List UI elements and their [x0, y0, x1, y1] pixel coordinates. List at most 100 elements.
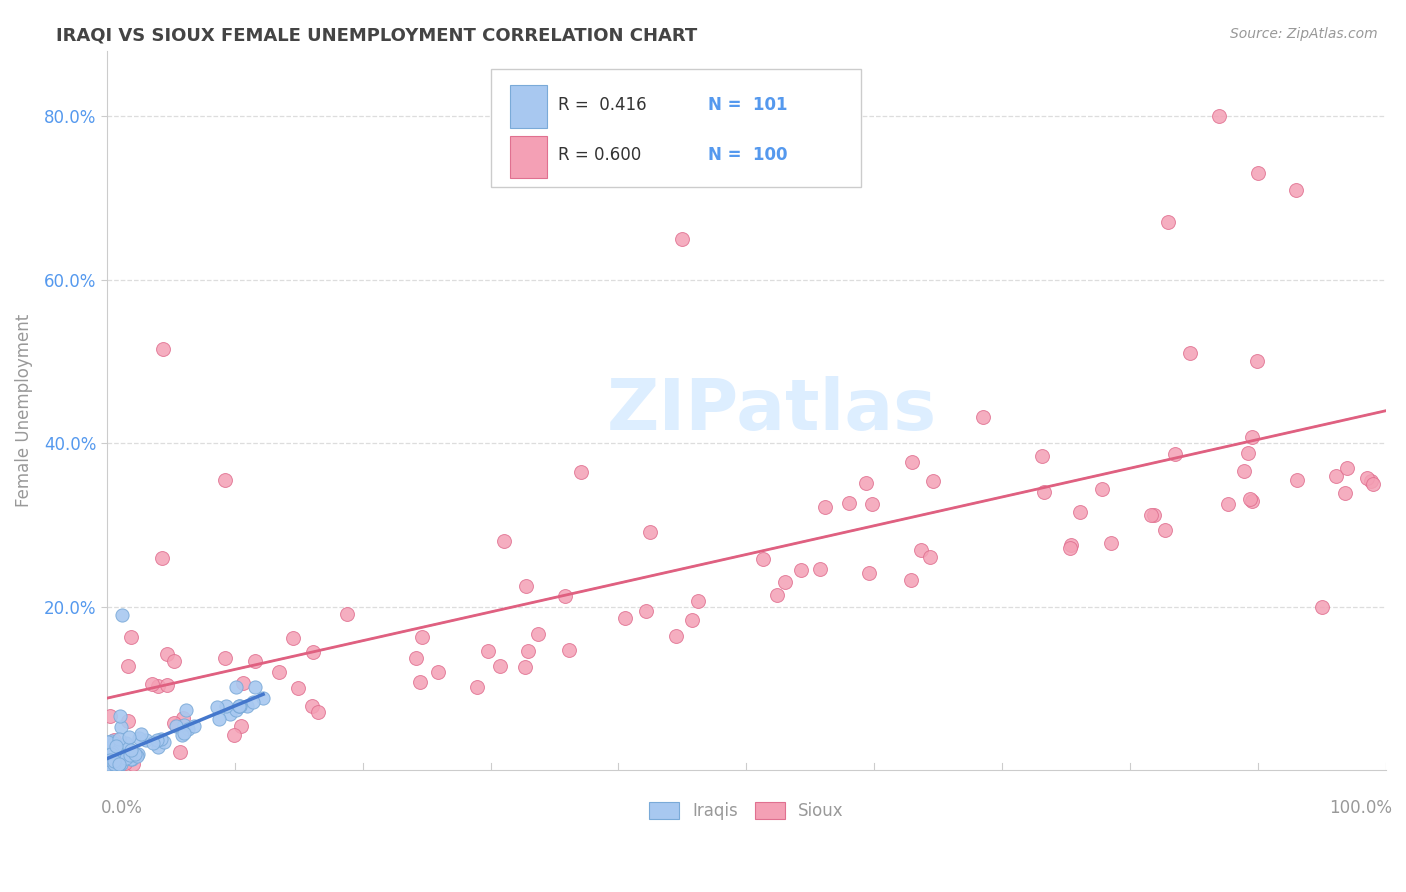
- Point: [100, 761, 122, 775]
- Point: [122, 756, 145, 771]
- Point: [922, 474, 945, 488]
- Point: [183, 719, 205, 733]
- Point: [101, 753, 124, 767]
- Point: [103, 746, 125, 760]
- Point: [681, 613, 703, 627]
- Point: [103, 754, 125, 768]
- Point: [98, 760, 121, 774]
- Point: [242, 695, 264, 709]
- Point: [103, 754, 125, 768]
- Point: [110, 720, 132, 734]
- Point: [111, 755, 134, 769]
- Point: [1208, 109, 1230, 123]
- Point: [1336, 460, 1358, 475]
- Point: [1247, 166, 1270, 180]
- Point: [1241, 494, 1264, 508]
- Point: [515, 579, 537, 593]
- Point: [98, 759, 121, 773]
- Point: [614, 610, 637, 624]
- Point: [1090, 483, 1112, 497]
- Point: [114, 736, 136, 750]
- Point: [228, 699, 250, 714]
- Point: [773, 574, 796, 589]
- FancyBboxPatch shape: [510, 136, 547, 178]
- Point: [104, 743, 127, 757]
- Point: [108, 757, 131, 772]
- Point: [114, 756, 136, 771]
- Point: [219, 707, 242, 722]
- Point: [173, 717, 195, 731]
- Point: [103, 760, 125, 774]
- Point: [860, 498, 883, 512]
- Point: [120, 751, 142, 765]
- Point: [169, 745, 191, 759]
- Text: 0.0%: 0.0%: [101, 798, 142, 817]
- Point: [163, 654, 186, 668]
- Point: [111, 607, 134, 622]
- Point: [1233, 464, 1256, 478]
- Point: [131, 727, 153, 741]
- Point: [104, 742, 127, 756]
- Point: [108, 709, 131, 723]
- Point: [105, 739, 128, 753]
- Point: [108, 748, 131, 763]
- Point: [1031, 449, 1053, 463]
- Point: [152, 342, 174, 356]
- Point: [104, 758, 127, 772]
- Point: [100, 745, 122, 759]
- Text: N =  101: N = 101: [709, 95, 787, 113]
- Point: [900, 573, 922, 587]
- Point: [1164, 447, 1187, 461]
- Point: [283, 631, 305, 645]
- Legend: Iraqis, Sioux: Iraqis, Sioux: [643, 795, 851, 826]
- Point: [148, 739, 170, 754]
- Point: [146, 733, 169, 747]
- Point: [104, 756, 127, 771]
- Point: [104, 740, 127, 755]
- Point: [104, 744, 127, 758]
- Point: [166, 718, 188, 732]
- Point: [838, 496, 860, 510]
- Text: Source: ZipAtlas.com: Source: ZipAtlas.com: [1230, 27, 1378, 41]
- Point: [101, 756, 124, 771]
- Point: [554, 589, 576, 603]
- Point: [117, 714, 139, 728]
- Point: [121, 752, 143, 766]
- Point: [124, 749, 146, 764]
- Point: [117, 659, 139, 673]
- Point: [1355, 471, 1378, 485]
- Point: [97, 756, 120, 771]
- Point: [1059, 541, 1081, 555]
- Point: [515, 660, 537, 674]
- Point: [121, 750, 143, 764]
- Point: [98, 741, 121, 756]
- Point: [1246, 354, 1268, 368]
- Point: [170, 728, 193, 742]
- Point: [814, 500, 837, 514]
- Point: [124, 747, 146, 761]
- Point: [1239, 491, 1261, 506]
- Point: [243, 654, 266, 668]
- Point: [411, 630, 433, 644]
- Point: [858, 566, 880, 580]
- Point: [229, 698, 252, 713]
- Point: [225, 703, 247, 717]
- Point: [156, 678, 179, 692]
- Point: [1143, 508, 1166, 523]
- Point: [101, 749, 124, 764]
- Point: [98, 756, 121, 771]
- Point: [97, 735, 120, 749]
- Point: [222, 728, 245, 742]
- Point: [150, 550, 173, 565]
- Point: [107, 755, 129, 769]
- Point: [98, 754, 121, 768]
- Point: [128, 731, 150, 746]
- Point: [135, 732, 157, 747]
- Y-axis label: Female Unemployment: Female Unemployment: [15, 314, 32, 507]
- Point: [910, 542, 932, 557]
- Point: [141, 677, 163, 691]
- Point: [1334, 485, 1357, 500]
- Point: [100, 747, 122, 761]
- Point: [752, 552, 775, 566]
- Point: [118, 747, 141, 762]
